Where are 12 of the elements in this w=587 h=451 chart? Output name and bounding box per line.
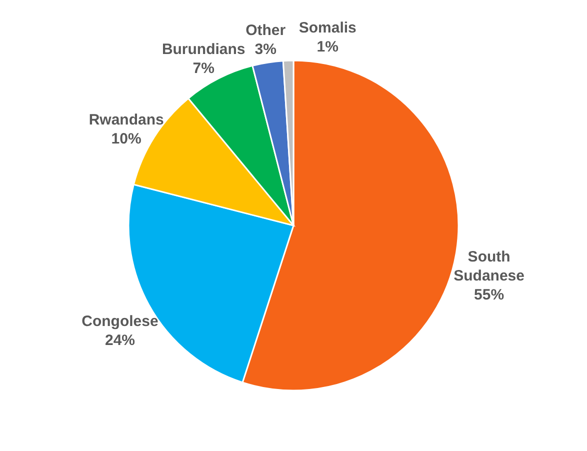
- data-label: 24%: [104, 332, 136, 349]
- data-label: 55%: [474, 286, 504, 304]
- slice-label: Burundians: [162, 41, 246, 58]
- slice-label: Congolese: [82, 312, 158, 330]
- data-label: 3%: [254, 40, 276, 58]
- slice-label: Other: [246, 22, 286, 39]
- slice-label: Somalis: [298, 20, 356, 37]
- data-label: 7%: [192, 60, 214, 78]
- slice-label: Rwandans: [88, 111, 164, 128]
- data-label: 10%: [111, 130, 142, 148]
- data-label: 1%: [316, 38, 338, 56]
- slice-label: South Sudanese: [454, 248, 524, 284]
